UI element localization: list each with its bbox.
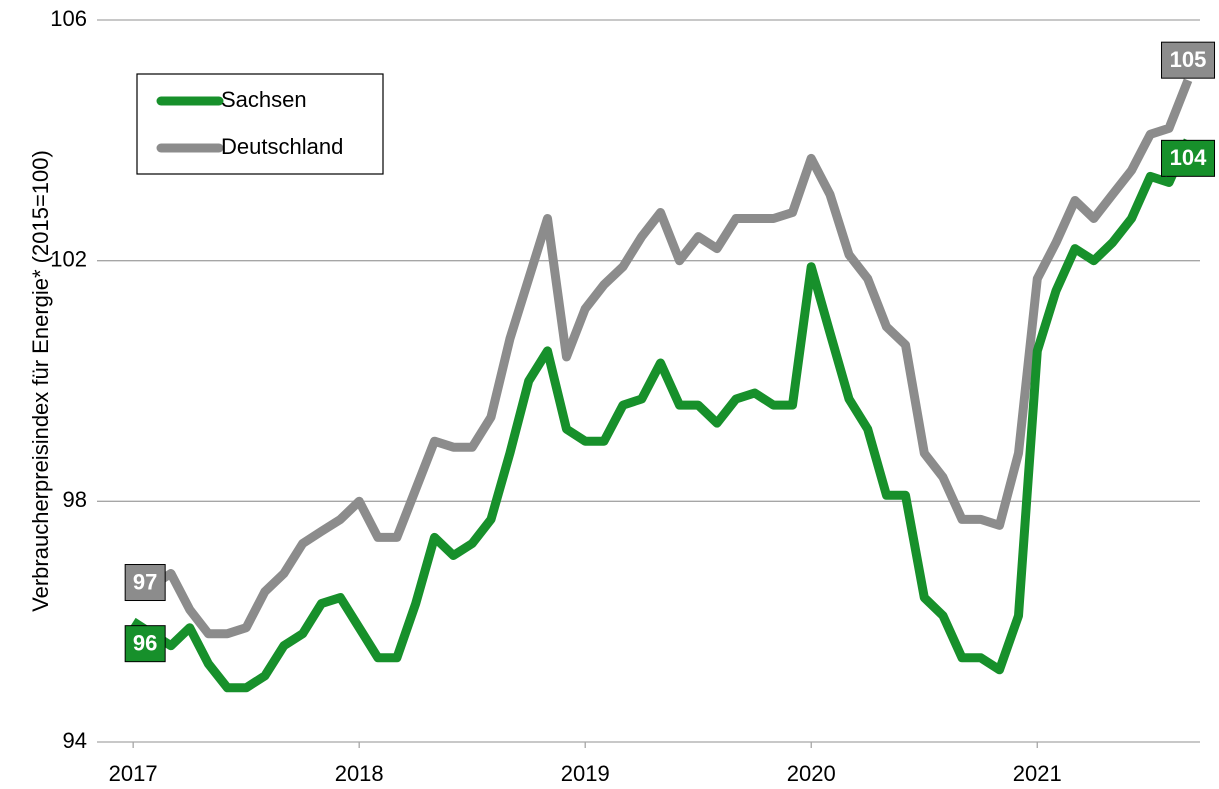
data-label-box bbox=[124, 625, 166, 663]
y-tick-label: 98 bbox=[63, 487, 87, 512]
legend-label: Deutschland bbox=[221, 134, 343, 159]
y-axis-label: Verbraucherpreisindex für Energie* (2015… bbox=[28, 150, 53, 612]
data-label: 97 bbox=[133, 569, 157, 594]
x-tick-label: 2017 bbox=[109, 761, 158, 786]
y-tick-label: 106 bbox=[50, 6, 87, 31]
y-tick-label: 102 bbox=[50, 246, 87, 271]
data-label-box bbox=[1161, 139, 1216, 177]
data-label: 104 bbox=[1170, 145, 1207, 170]
x-tick-label: 2018 bbox=[335, 761, 384, 786]
data-label-box bbox=[124, 564, 166, 602]
data-label: 105 bbox=[1170, 47, 1207, 72]
y-tick-label: 94 bbox=[63, 728, 87, 753]
series-line bbox=[130, 78, 1193, 639]
x-tick-label: 2019 bbox=[561, 761, 610, 786]
x-tick-label: 2020 bbox=[787, 761, 836, 786]
data-label-box bbox=[1161, 41, 1216, 79]
legend-label: Sachsen bbox=[221, 87, 307, 112]
series-line bbox=[130, 138, 1193, 693]
x-tick-label: 2021 bbox=[1013, 761, 1062, 786]
legend-box bbox=[136, 73, 384, 175]
data-label: 96 bbox=[133, 630, 157, 655]
